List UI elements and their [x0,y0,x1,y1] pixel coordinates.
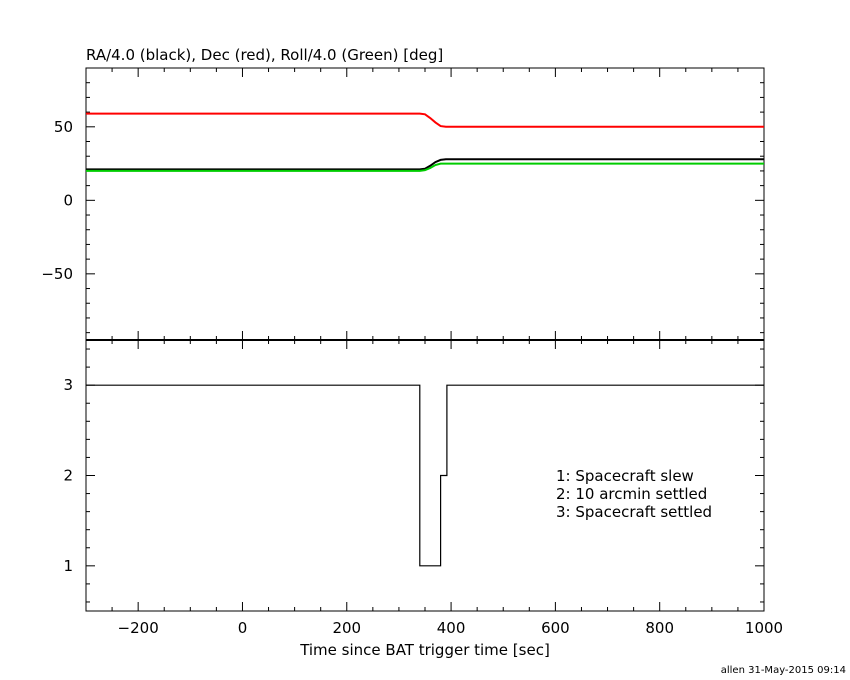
status-line [86,384,764,567]
legend-item-3: 3: Spacecraft settled [556,503,712,521]
series-line-1 [86,112,764,128]
x-tick-label: 1000 [745,619,783,637]
status-legend: 1: Spacecraft slew 2: 10 arcmin settled … [556,467,712,521]
x-tick-label: 400 [437,619,466,637]
x-tick-label: 800 [645,619,674,637]
bottom-y-tick-label: 1 [63,557,73,575]
x-tick-label: 600 [541,619,570,637]
bottom-panel: 1 2 3 −200 0 200 400 600 800 1000 1: Spacecraft s… [63,339,783,659]
top-panel: RA/4.0 (black), Dec (red), Roll/4.0 (Gre… [41,46,765,341]
footer-credit: allen 31-May-2015 09:14 [721,665,846,676]
top-y-tick-label: −50 [41,265,73,283]
bottom-panel-series [86,384,764,567]
top-panel-ticks: −50 0 50 [41,67,765,340]
top-panel-title: RA/4.0 (black), Dec (red), Roll/4.0 (Gre… [86,46,443,64]
x-tick-label: −200 [118,619,159,637]
top-panel-frame [85,67,765,341]
top-panel-series [86,112,764,172]
top-y-tick-label: 0 [63,191,73,209]
x-tick-label: 0 [238,619,248,637]
bottom-y-tick-label: 3 [63,376,73,394]
bottom-y-tick-label: 2 [63,467,73,485]
series-line-0 [86,158,764,171]
legend-item-1: 1: Spacecraft slew [556,467,694,485]
top-y-tick-label: 50 [54,118,73,136]
bottom-panel-ticks: 1 2 3 −200 0 200 400 600 800 1000 [63,340,783,637]
series-line-2 [86,162,764,172]
x-tick-label: 200 [332,619,361,637]
legend-item-2: 2: 10 arcmin settled [556,485,707,503]
x-axis-label: Time since BAT trigger time [sec] [299,641,550,659]
